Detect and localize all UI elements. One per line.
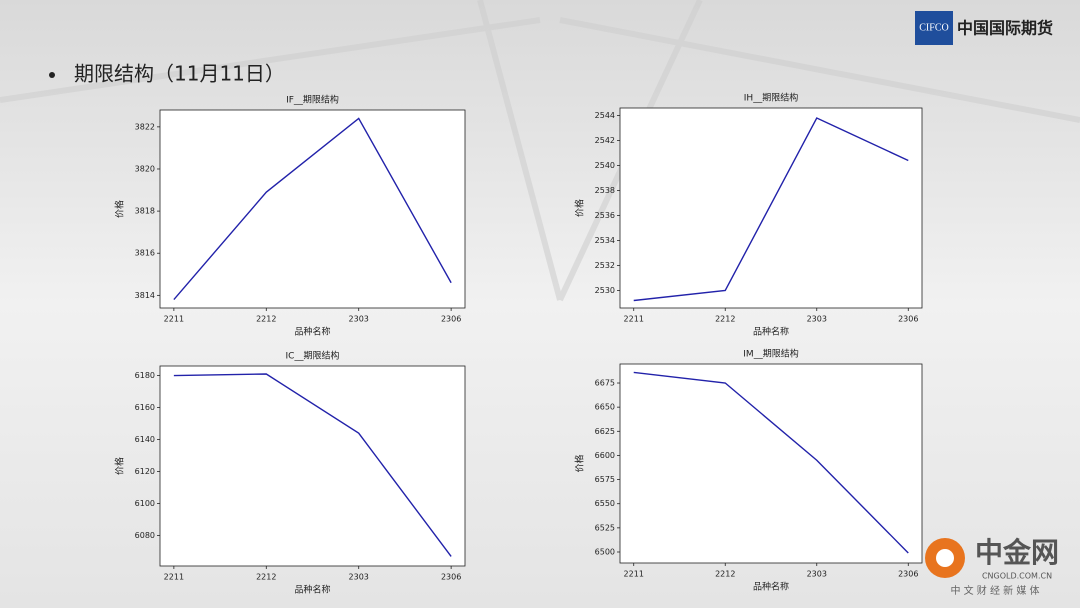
x-tick-label: 2211 <box>624 315 644 324</box>
x-tick-label: 2306 <box>898 315 918 324</box>
y-tick-label: 6575 <box>595 475 615 484</box>
y-tick-label: 6500 <box>595 547 615 556</box>
y-tick-label: 6650 <box>595 403 615 412</box>
x-tick-label: 2303 <box>807 315 827 324</box>
x-tick-label: 2212 <box>256 573 276 582</box>
logo-box <box>915 11 953 45</box>
chart-title: IF__期限结构 <box>286 94 339 106</box>
y-tick-label: 2540 <box>595 161 615 170</box>
y-tick-label: 6100 <box>135 499 155 508</box>
y-tick-label: 6675 <box>595 379 615 388</box>
chart-title: IM__期限结构 <box>743 348 798 360</box>
x-tick-label: 2212 <box>715 570 735 579</box>
y-tick-label: 3816 <box>135 249 155 258</box>
price-line <box>173 117 452 301</box>
y-tick-label: 6120 <box>135 467 155 476</box>
x-tick-label: 2306 <box>898 570 918 579</box>
y-tick-label: 6160 <box>135 403 155 412</box>
y-tick-label: 6625 <box>595 427 615 436</box>
watermark-icon-inner <box>936 549 954 567</box>
bullet <box>49 72 55 78</box>
x-tick-label: 2211 <box>624 570 644 579</box>
watermark-tagline: 中 文 财 经 新 媒 体 <box>950 584 1039 597</box>
y-tick-label: 6525 <box>595 523 615 532</box>
y-axis-label: 价格 <box>114 200 126 218</box>
x-axis-label: 品种名称 <box>753 326 789 338</box>
y-tick-label: 2542 <box>595 136 615 145</box>
x-tick-label: 2303 <box>807 570 827 579</box>
x-tick-label: 2211 <box>164 315 184 324</box>
y-tick-label: 3814 <box>135 291 155 300</box>
x-tick-label: 2303 <box>349 573 369 582</box>
logo-name: 中国国际期货 <box>957 19 1053 38</box>
x-tick-label: 2306 <box>441 315 461 324</box>
heading: 期限结构（11月11日） <box>74 62 285 86</box>
logo-abbr: CIFCO <box>919 22 948 33</box>
y-axis-label: 价格 <box>574 199 586 217</box>
y-axis-label: 价格 <box>114 457 126 475</box>
y-tick-label: 2538 <box>595 186 615 195</box>
x-tick-label: 2303 <box>349 315 369 324</box>
y-tick-label: 2536 <box>595 211 615 220</box>
y-tick-label: 6080 <box>135 531 155 540</box>
x-tick-label: 2211 <box>164 573 184 582</box>
x-tick-label: 2212 <box>256 315 276 324</box>
x-tick-label: 2306 <box>441 573 461 582</box>
y-tick-label: 3818 <box>135 207 155 216</box>
watermark-name: 中金网 <box>975 536 1059 569</box>
y-tick-label: 6180 <box>135 371 155 380</box>
y-tick-label: 2532 <box>595 261 615 270</box>
y-tick-label: 2534 <box>595 236 615 245</box>
plot-area <box>619 107 923 309</box>
y-axis-label: 价格 <box>574 454 586 472</box>
price-line <box>633 117 909 302</box>
watermark-domain: CNGOLD.COM.CN <box>982 572 1052 581</box>
y-tick-label: 3822 <box>135 122 155 131</box>
y-tick-label: 3820 <box>135 164 155 173</box>
x-axis-label: 品种名称 <box>294 326 330 338</box>
x-axis-label: 品种名称 <box>753 581 789 593</box>
y-tick-label: 6140 <box>135 435 155 444</box>
chart-title: IC__期限结构 <box>286 350 340 362</box>
y-tick-label: 6600 <box>595 451 615 460</box>
plot-area <box>619 363 923 564</box>
y-tick-label: 6550 <box>595 499 615 508</box>
y-tick-label: 2530 <box>595 286 615 295</box>
plot-area <box>159 365 466 567</box>
price-line <box>173 373 452 557</box>
x-tick-label: 2212 <box>715 315 735 324</box>
plot-area <box>159 109 466 309</box>
chart-title: IH__期限结构 <box>744 92 798 104</box>
y-tick-label: 2544 <box>595 111 615 120</box>
x-axis-label: 品种名称 <box>294 584 330 596</box>
price-line <box>633 371 909 554</box>
